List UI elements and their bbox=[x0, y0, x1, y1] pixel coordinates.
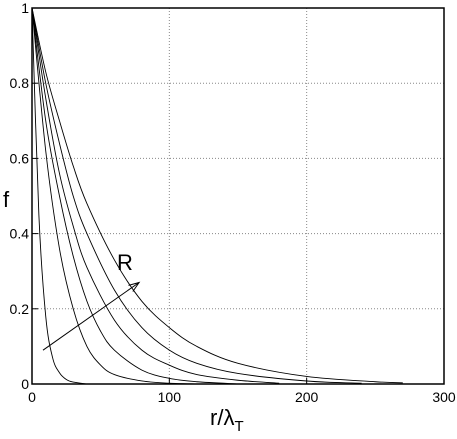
ticks: 0 100 200 300 0 0.2 0.4 0.6 0.8 1 bbox=[10, 0, 456, 405]
y-tick-label: 0 bbox=[21, 376, 29, 392]
x-axis-label-main: r/λ bbox=[210, 405, 234, 430]
x-tick-label: 300 bbox=[432, 389, 456, 405]
series-line-5 bbox=[31, 7, 362, 384]
y-axis-label: f bbox=[3, 187, 10, 212]
x-tick-label: 0 bbox=[28, 389, 36, 405]
y-tick-label: 0.8 bbox=[10, 75, 30, 91]
y-tick-label: 0.2 bbox=[10, 301, 30, 317]
annotation-label: R bbox=[117, 250, 133, 275]
x-axis-label-sub: T bbox=[234, 418, 243, 435]
grid bbox=[32, 8, 444, 384]
annotation-arrow bbox=[42, 282, 140, 351]
series-line-6 bbox=[31, 7, 403, 384]
x-axis-label: r/λT bbox=[210, 405, 244, 435]
plot-frame bbox=[31, 7, 445, 385]
series-line-2 bbox=[31, 7, 197, 385]
y-tick-label: 0.4 bbox=[10, 226, 30, 242]
annotation-arrowhead bbox=[128, 281, 141, 292]
y-tick-label: 0.6 bbox=[10, 150, 30, 166]
series-line-4 bbox=[31, 7, 280, 384]
x-tick-label: 200 bbox=[295, 389, 319, 405]
series-line-1 bbox=[31, 7, 87, 385]
series-group bbox=[31, 7, 403, 385]
series-line-3 bbox=[31, 7, 239, 385]
y-tick-label: 1 bbox=[21, 0, 29, 16]
x-tick-label: 100 bbox=[158, 389, 182, 405]
annotation: R bbox=[42, 250, 141, 351]
